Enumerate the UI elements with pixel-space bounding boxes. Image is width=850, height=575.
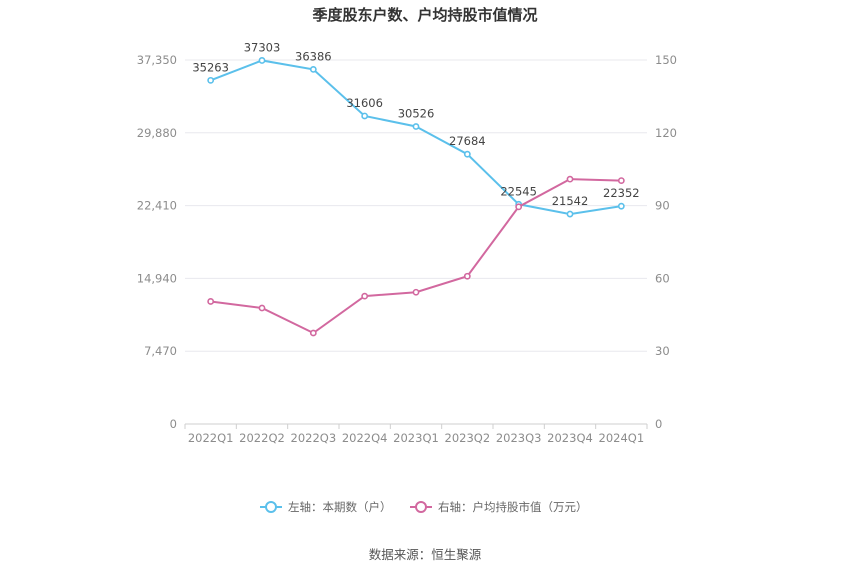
data-point	[463, 150, 471, 158]
data-point	[566, 210, 574, 218]
x-tick-label: 2022Q3	[291, 431, 337, 445]
data-point	[361, 292, 369, 300]
y-left-tick-label: 0	[170, 417, 177, 431]
data-label: 30526	[398, 107, 435, 121]
y-right-tick-label: 120	[655, 126, 677, 140]
data-labels: 35263 37303 36386 31606 30526 27684 22545 21542…	[192, 40, 639, 208]
y-left-tick-label: 7,470	[144, 344, 177, 358]
data-point	[566, 175, 574, 183]
data-label: 22545	[500, 184, 537, 198]
data-label: 21542	[552, 194, 589, 208]
series-layer	[207, 57, 625, 337]
data-point	[309, 329, 317, 337]
legend: 左轴：本期数（户） 右轴：户均持股市值（万元）	[260, 500, 588, 514]
x-tick-label: 2023Q2	[445, 431, 491, 445]
data-label: 22352	[603, 186, 640, 200]
legend-marker-circle	[265, 501, 277, 513]
y-right-tick-label: 30	[655, 344, 670, 358]
data-point	[309, 65, 317, 73]
data-point	[207, 76, 215, 84]
data-point	[617, 177, 625, 185]
x-tick-label: 2023Q4	[547, 431, 593, 445]
series-line-shareholder-count	[210, 59, 622, 216]
data-point	[463, 272, 471, 280]
y-left-tick-label: 37,350	[137, 53, 177, 67]
legend-marker-circle	[415, 501, 427, 513]
axes: 0 7,470 14,940 22,410 29,880 37,350 0 30 60 90 120…	[137, 53, 677, 445]
y-right-tick-label: 150	[655, 53, 677, 67]
y-left-tick-label: 22,410	[137, 199, 177, 213]
data-point	[412, 123, 420, 130]
legend-label: 左轴：本期数（户）	[288, 500, 392, 514]
data-point	[258, 57, 266, 64]
y-right-tick-label: 0	[655, 417, 662, 431]
chart-title: 季度股东户数、户均持股市值情况	[312, 6, 537, 24]
data-label: 35263	[192, 60, 229, 74]
data-source: 数据来源：恒生聚源	[369, 547, 482, 562]
x-tick-label: 2022Q1	[188, 431, 234, 445]
data-point	[258, 304, 266, 312]
data-point	[515, 203, 523, 211]
y-right-tick-label: 60	[655, 271, 670, 285]
legend-label: 右轴：户均持股市值（万元）	[438, 500, 588, 514]
y-left-tick-label: 29,880	[137, 126, 177, 140]
y-right-tick-label: 90	[655, 199, 670, 213]
y-left-tick-label: 14,940	[137, 271, 177, 285]
x-tick-label: 2023Q3	[496, 431, 542, 445]
x-tick-label: 2022Q2	[239, 431, 285, 445]
data-point	[617, 202, 625, 210]
data-label: 27684	[449, 134, 486, 148]
x-tick-label: 2024Q1	[599, 431, 645, 445]
data-point	[412, 288, 420, 296]
data-point	[361, 112, 369, 120]
x-tick-label: 2022Q4	[342, 431, 388, 445]
data-point	[207, 298, 215, 305]
data-label: 36386	[295, 49, 332, 63]
data-label: 37303	[244, 40, 281, 54]
data-label: 31606	[346, 96, 383, 110]
x-tick-label: 2023Q1	[393, 431, 439, 445]
